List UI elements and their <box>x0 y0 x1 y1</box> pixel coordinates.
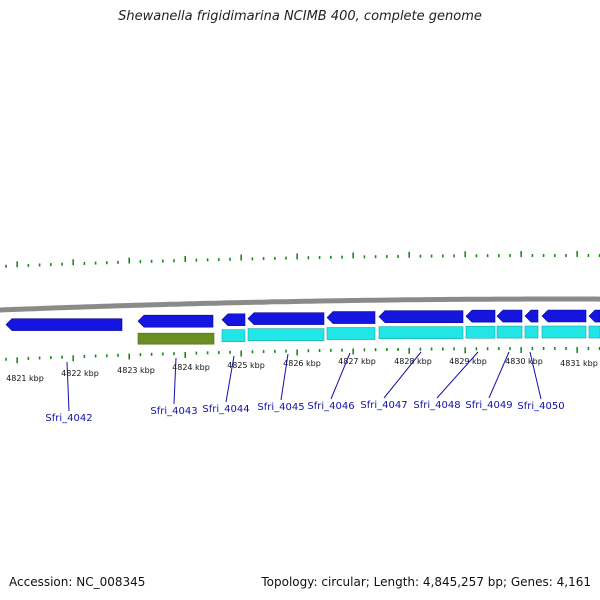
genome-title: Shewanella frigidimarina NCIMB 400, comp… <box>118 9 482 24</box>
kbp-tick-label: 4826 kbp <box>283 359 321 368</box>
reverse-gene-block <box>326 327 376 340</box>
gene-label[interactable]: Sfri_4050 <box>517 401 564 412</box>
kbp-tick-label: 4822 kbp <box>61 369 99 378</box>
genome-backbone <box>0 296 600 313</box>
gene-leader-line <box>173 357 177 405</box>
forward-gene-arrow <box>221 313 246 327</box>
reverse-gene-block <box>541 325 587 339</box>
forward-gene-arrow <box>5 318 123 331</box>
gene-leader-line <box>488 351 510 399</box>
kbp-tick-label: 4827 kbp <box>338 357 376 366</box>
gene-leader-line <box>330 352 351 400</box>
pseudo-gene-block <box>137 332 215 345</box>
gene-leader-line <box>280 353 289 401</box>
reverse-gene-block <box>221 329 246 343</box>
forward-gene-arrow <box>588 309 600 323</box>
accession-text: Accession: NC_008345 <box>9 575 146 589</box>
backbone-line <box>0 296 600 313</box>
reverse-gene-block <box>496 325 523 339</box>
gene-leader-line <box>383 351 422 399</box>
forward-gene-arrow <box>465 309 496 323</box>
gene-label[interactable]: Sfri_4045 <box>257 402 304 413</box>
genome-info-text: Topology: circular; Length: 4,845,257 bp… <box>261 575 591 589</box>
gene-leader-line <box>436 351 479 399</box>
forward-gene-arrow <box>326 311 376 324</box>
kbp-tick-label: 4830 kbp <box>505 357 543 366</box>
gene-label[interactable]: Sfri_4046 <box>307 401 354 412</box>
reverse-strand-genes <box>137 325 600 345</box>
reverse-gene-block <box>465 325 496 339</box>
gene-label[interactable]: Sfri_4049 <box>465 400 512 411</box>
reverse-gene-block <box>247 328 325 341</box>
reverse-gene-block <box>378 326 464 339</box>
reverse-gene-block <box>588 325 600 339</box>
forward-gene-arrow <box>247 312 325 325</box>
kbp-tick-label: 4821 kbp <box>6 374 44 383</box>
forward-gene-arrow <box>378 310 464 323</box>
gene-label[interactable]: Sfri_4043 <box>150 406 197 417</box>
kbp-scale-labels: 4821 kbp 4822 kbp 4823 kbp 4824 kbp 4825 kbp… <box>6 357 598 383</box>
gene-label[interactable]: Sfri_4047 <box>360 400 407 411</box>
gene-leader-line <box>529 351 542 400</box>
gene-leader-line <box>66 361 70 412</box>
gene-leader-line <box>225 355 235 403</box>
kbp-tick-label: 4825 kbp <box>227 361 265 370</box>
gene-label[interactable]: Sfri_4042 <box>45 413 92 424</box>
forward-gene-arrow <box>496 309 523 323</box>
gene-label[interactable]: Sfri_4048 <box>413 400 460 411</box>
outer-tick-marks <box>5 251 600 268</box>
gene-label[interactable]: Sfri_4044 <box>202 404 249 415</box>
kbp-tick-label: 4829 kbp <box>449 357 487 366</box>
forward-gene-arrow <box>137 314 214 328</box>
forward-gene-arrow <box>524 309 539 323</box>
forward-strand-genes <box>5 309 600 331</box>
kbp-tick-label: 4831 kbp <box>560 359 598 368</box>
reverse-gene-block <box>524 325 539 339</box>
forward-gene-arrow <box>541 309 587 323</box>
kbp-tick-label: 4824 kbp <box>172 363 210 372</box>
kbp-tick-label: 4823 kbp <box>117 366 155 375</box>
